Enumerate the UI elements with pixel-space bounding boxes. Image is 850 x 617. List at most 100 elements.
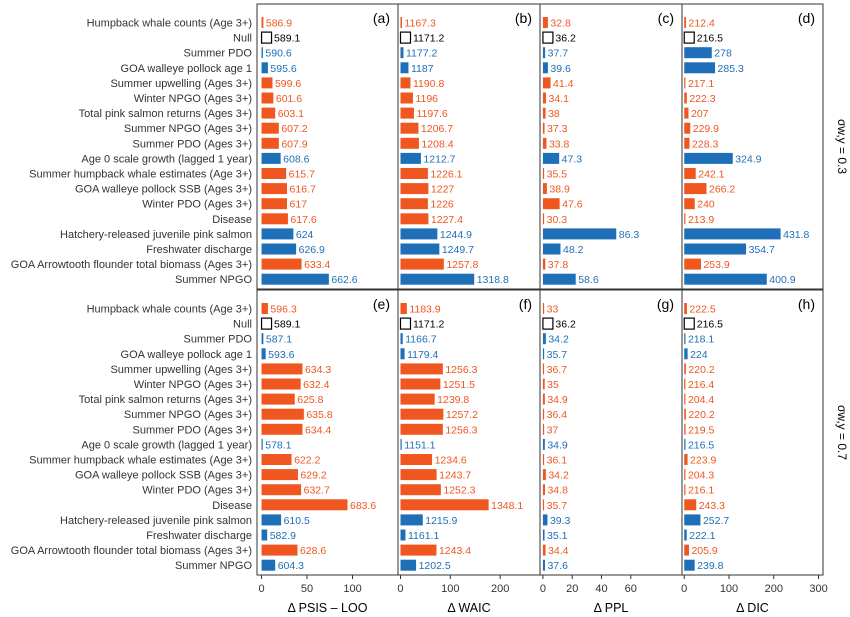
category-label-summer-npgo: Summer NPGO bbox=[175, 274, 252, 286]
bar-hatchery-released-juvenile-pink-salmon bbox=[542, 514, 548, 526]
value-label: 1318.8 bbox=[477, 274, 509, 286]
bar-goa-arrowtooth-flounder-total-biomass-ages-3 bbox=[261, 544, 298, 556]
panel-frame-d bbox=[681, 3, 824, 290]
category-label-goa-arrowtooth-flounder-total-biomass-ages-3: GOA Arrowtooth flounder total biomass (A… bbox=[11, 545, 252, 557]
bar-summer-npgo bbox=[400, 559, 417, 571]
value-label: 610.5 bbox=[284, 515, 310, 527]
bar-summer-humpback-whale-estimates-age-3 bbox=[400, 168, 428, 179]
value-label: 1256.3 bbox=[445, 424, 477, 436]
value-label: 604.3 bbox=[278, 560, 304, 572]
category-label-goa-arrowtooth-flounder-total-biomass-ages-3: GOA Arrowtooth flounder total biomass (A… bbox=[11, 259, 252, 271]
value-label: 278 bbox=[714, 48, 732, 60]
bar-goa-walleye-pollock-age-1 bbox=[684, 62, 716, 74]
value-label: 615.7 bbox=[289, 169, 315, 181]
value-label: 1179.4 bbox=[407, 349, 438, 361]
value-label: 30.3 bbox=[547, 214, 568, 226]
value-label: 252.7 bbox=[703, 515, 729, 527]
value-label: 617.6 bbox=[290, 214, 316, 226]
bar-freshwater-discharge bbox=[542, 243, 561, 255]
value-label: 634.3 bbox=[305, 364, 331, 376]
value-label: 1234.6 bbox=[435, 455, 467, 467]
x-axis-label: Δ DIC bbox=[736, 601, 769, 615]
bar-disease bbox=[542, 499, 545, 511]
value-label: 589.1 bbox=[274, 319, 300, 331]
value-label: 608.6 bbox=[283, 153, 309, 165]
value-label: 242.1 bbox=[698, 169, 724, 181]
value-label: 37 bbox=[547, 424, 559, 436]
value-label: 587.1 bbox=[266, 334, 292, 346]
value-label: 38.9 bbox=[549, 184, 570, 196]
value-label: 204.4 bbox=[688, 394, 714, 406]
value-label: 633.4 bbox=[304, 259, 330, 271]
bar-goa-walleye-pollock-age-1 bbox=[684, 348, 688, 360]
value-label: 253.9 bbox=[703, 259, 729, 271]
value-label: 34.8 bbox=[547, 485, 568, 497]
category-label-total-pink-salmon-returns-ages-3: Total pink salmon returns (Ages 3+) bbox=[79, 108, 252, 120]
bar-summer-upwelling-ages-3 bbox=[261, 363, 303, 375]
bar-winter-npgo-ages-3 bbox=[542, 378, 545, 390]
bar-age-0-scale-growth-lagged-1-year bbox=[684, 152, 733, 164]
category-label-freshwater-discharge: Freshwater discharge bbox=[146, 530, 252, 542]
value-label: 212.4 bbox=[689, 18, 715, 30]
value-label: 33.8 bbox=[549, 138, 570, 150]
value-label: 1183.9 bbox=[409, 304, 440, 316]
bar-null bbox=[260, 31, 273, 44]
value-label: 1251.5 bbox=[443, 379, 475, 391]
bar-summer-npgo-ages-3 bbox=[684, 408, 686, 420]
bar-total-pink-salmon-returns-ages-3 bbox=[684, 393, 686, 405]
category-label-summer-humpback-whale-estimates-age-3: Summer humpback whale estimates (Age 3+) bbox=[29, 455, 252, 467]
value-label: 1227 bbox=[431, 184, 455, 196]
value-label: 222.5 bbox=[689, 304, 715, 316]
value-label: 1171.2 bbox=[413, 319, 444, 331]
value-label: 683.6 bbox=[350, 500, 376, 512]
bar-summer-upwelling-ages-3 bbox=[400, 363, 443, 375]
bar-summer-npgo-ages-3 bbox=[400, 408, 444, 420]
bar-summer-pdo-ages-3 bbox=[261, 137, 279, 149]
x-tick-label: 300 bbox=[809, 583, 827, 595]
value-label: 632.7 bbox=[304, 485, 330, 497]
value-label: 207 bbox=[691, 108, 709, 120]
value-label: 37.3 bbox=[547, 123, 568, 135]
bar-null bbox=[399, 31, 412, 44]
bar-null bbox=[683, 317, 695, 330]
value-label: 41.4 bbox=[553, 78, 574, 90]
value-label: 607.2 bbox=[281, 123, 307, 135]
value-label: 1166.7 bbox=[405, 334, 436, 346]
bar-total-pink-salmon-returns-ages-3 bbox=[684, 107, 689, 119]
bar-summer-upwelling-ages-3 bbox=[542, 77, 551, 89]
bar-summer-upwelling-ages-3 bbox=[261, 77, 273, 89]
x-tick-label: 40 bbox=[595, 583, 607, 595]
x-tick-label: 200 bbox=[491, 583, 509, 595]
bar-humpback-whale-counts-age-3 bbox=[684, 303, 687, 314]
panel-frame-h bbox=[681, 289, 824, 576]
bar-summer-pdo-ages-3 bbox=[400, 137, 419, 149]
bar-goa-arrowtooth-flounder-total-biomass-ages-3 bbox=[542, 258, 546, 270]
bar-total-pink-salmon-returns-ages-3 bbox=[542, 107, 546, 119]
bar-winter-npgo-ages-3 bbox=[261, 378, 301, 390]
bar-age-0-scale-growth-lagged-1-year bbox=[261, 438, 263, 450]
bar-hatchery-released-juvenile-pink-salmon bbox=[542, 228, 617, 240]
value-label: 216.5 bbox=[697, 319, 723, 331]
value-label: 1244.9 bbox=[440, 229, 472, 241]
bar-summer-upwelling-ages-3 bbox=[684, 77, 686, 89]
x-tick-label: 0 bbox=[681, 583, 687, 595]
bar-summer-pdo-ages-3 bbox=[684, 137, 690, 149]
bar-goa-walleye-pollock-ssb-ages-3 bbox=[261, 183, 288, 195]
value-label: 1257.2 bbox=[446, 409, 478, 421]
x-tick-label: 60 bbox=[625, 583, 637, 595]
value-label: 228.3 bbox=[692, 138, 718, 150]
x-tick-label: 100 bbox=[720, 583, 738, 595]
category-label-winter-pdo-ages-3: Winter PDO (Ages 3+) bbox=[142, 199, 252, 211]
value-label: 47.3 bbox=[562, 153, 583, 165]
value-label: 223.9 bbox=[690, 455, 716, 467]
value-label: 1348.1 bbox=[491, 500, 523, 512]
value-label: 216.5 bbox=[697, 33, 723, 45]
value-label: 625.8 bbox=[297, 394, 323, 406]
value-label: 86.3 bbox=[619, 229, 640, 241]
value-label: 590.6 bbox=[265, 48, 291, 60]
category-label-winter-pdo-ages-3: Winter PDO (Ages 3+) bbox=[142, 485, 252, 497]
bar-age-0-scale-growth-lagged-1-year bbox=[261, 152, 281, 164]
category-label-goa-walleye-pollock-age-1: GOA walleye pollock age 1 bbox=[121, 349, 252, 361]
bar-winter-pdo-ages-3 bbox=[684, 198, 695, 210]
